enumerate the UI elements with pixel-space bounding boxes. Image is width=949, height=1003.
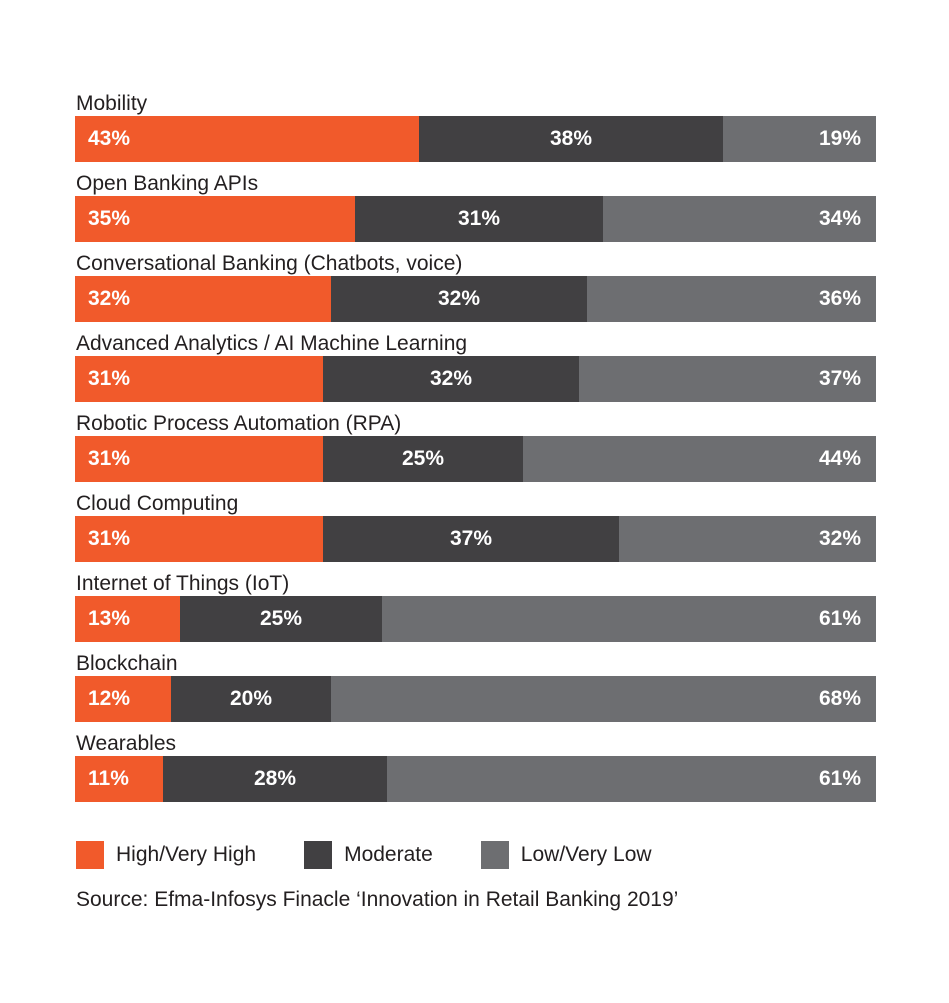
bar-segment-high: 12% <box>75 676 171 722</box>
bar-segment-moderate: 28% <box>163 756 387 802</box>
bar-row: 11% 28% 61% <box>75 756 876 802</box>
data-label: 32% <box>818 527 861 550</box>
legend-swatch-high <box>76 841 104 869</box>
data-label: 28% <box>253 767 297 790</box>
bar-row: 31% 37% 32% <box>75 516 876 562</box>
legend: High/Very High Moderate Low/Very Low <box>76 841 700 869</box>
bar-segment-high: 31% <box>75 436 323 482</box>
bar-segment-high: 31% <box>75 516 323 562</box>
bar-segment-moderate: 38% <box>419 116 723 162</box>
data-label: 31% <box>88 527 131 550</box>
category-label: Internet of Things (IoT) <box>76 572 290 595</box>
data-label: 43% <box>88 127 131 150</box>
bar-segment-low: 44% <box>523 436 876 482</box>
bar-segment-high: 31% <box>75 356 323 402</box>
bar-segment-low: 36% <box>587 276 876 322</box>
legend-label-high: High/Very High <box>116 843 257 866</box>
data-label: 38% <box>549 127 593 150</box>
data-label: 13% <box>88 607 131 630</box>
data-label: 19% <box>818 127 861 150</box>
legend-swatch-moderate <box>304 841 333 869</box>
data-label: 61% <box>818 767 861 790</box>
data-label: 31% <box>88 447 131 470</box>
data-label: 37% <box>818 367 861 390</box>
bar-row: 31% 25% 44% <box>75 436 876 482</box>
category-label: Robotic Process Automation (RPA) <box>76 412 402 435</box>
bar-segment-moderate: 32% <box>331 276 587 322</box>
data-label: 25% <box>259 607 303 630</box>
legend-item-moderate: Moderate <box>304 841 433 869</box>
data-label: 31% <box>88 367 131 390</box>
bar-segment-moderate: 25% <box>180 596 382 642</box>
bar-row: 35% 31% 34% <box>75 196 876 242</box>
data-label: 36% <box>818 287 861 310</box>
legend-label-moderate: Moderate <box>344 843 433 866</box>
category-label: Wearables <box>76 732 176 755</box>
category-label: Cloud Computing <box>76 492 239 515</box>
category-label: Advanced Analytics / AI Machine Learning <box>76 332 468 355</box>
data-label: 61% <box>818 607 861 630</box>
category-label: Mobility <box>76 92 148 115</box>
data-label: 34% <box>818 207 861 230</box>
bar-segment-high: 43% <box>75 116 419 162</box>
bar-segment-low: 61% <box>387 756 876 802</box>
bar-segment-high: 11% <box>75 756 163 802</box>
legend-label-low: Low/Very Low <box>520 843 652 866</box>
bar-segment-high: 35% <box>75 196 355 242</box>
bar-segment-moderate: 32% <box>323 356 579 402</box>
data-label: 35% <box>88 207 131 230</box>
category-label: Conversational Banking (Chatbots, voice) <box>76 252 463 275</box>
bar-segment-low: 68% <box>331 676 876 722</box>
bar-segment-low: 32% <box>619 516 876 562</box>
data-label: 31% <box>457 207 501 230</box>
legend-item-low: Low/Very Low <box>480 841 652 869</box>
data-label: 11% <box>88 767 129 790</box>
bar-segment-high: 32% <box>75 276 331 322</box>
data-label: 12% <box>88 687 131 710</box>
legend-item-high: High/Very High <box>76 841 256 869</box>
bar-row: 31% 32% 37% <box>75 356 876 402</box>
bar-segment-low: 37% <box>579 356 876 402</box>
stacked-bar-chart: Mobility 43% 38% 19% Open Banking APIs 35% 31%… <box>75 92 876 802</box>
bar-segment-low: 61% <box>382 596 876 642</box>
bar-row: 32% 32% 36% <box>75 276 876 322</box>
data-label: 32% <box>437 287 481 310</box>
bar-segment-moderate: 37% <box>323 516 619 562</box>
bar-row: 12% 20% 68% <box>75 676 876 722</box>
data-label: 68% <box>818 687 861 710</box>
legend-swatch-low <box>480 841 509 869</box>
category-label: Blockchain <box>76 652 178 675</box>
bar-row: 13% 25% 61% <box>75 596 876 642</box>
data-label: 32% <box>88 287 131 310</box>
bar-segment-moderate: 20% <box>171 676 331 722</box>
category-label: Open Banking APIs <box>76 172 259 195</box>
bar-segment-moderate: 25% <box>323 436 523 482</box>
bar-row: 43% 38% 19% <box>75 116 876 162</box>
source-note: Source: Efma-Infosys Finacle ‘Innovation… <box>76 888 679 911</box>
data-label: 25% <box>401 447 445 470</box>
bar-segment-moderate: 31% <box>355 196 603 242</box>
bar-segment-high: 13% <box>75 596 180 642</box>
bar-segment-low: 34% <box>603 196 876 242</box>
data-label: 44% <box>818 447 861 470</box>
data-label: 20% <box>229 687 273 710</box>
bar-segment-low: 19% <box>723 116 876 162</box>
data-label: 37% <box>449 527 493 550</box>
data-label: 32% <box>429 367 473 390</box>
